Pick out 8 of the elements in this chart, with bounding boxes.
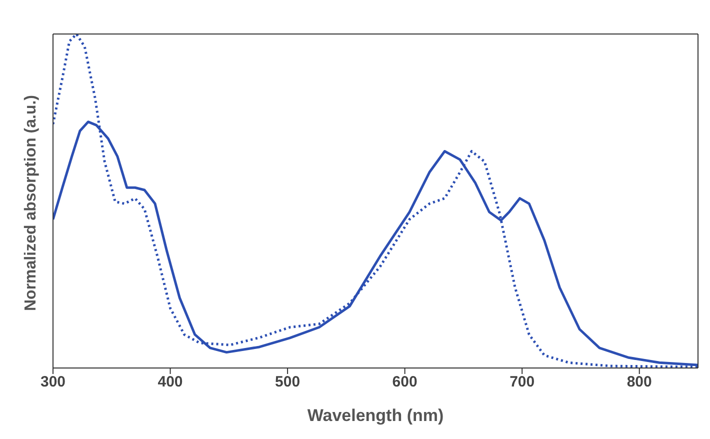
x-tick-label: 400 [158, 374, 183, 391]
x-tick-label: 500 [275, 374, 300, 391]
x-tick-label: 600 [392, 374, 418, 391]
x-tick-label: 700 [510, 374, 535, 391]
x-tick-label: 800 [626, 374, 652, 391]
x-tick-label: 300 [40, 374, 66, 391]
x-axis-title: Wavelength (nm) [307, 406, 444, 425]
y-axis-title: Normalized absorption (a.u.) [22, 94, 40, 311]
